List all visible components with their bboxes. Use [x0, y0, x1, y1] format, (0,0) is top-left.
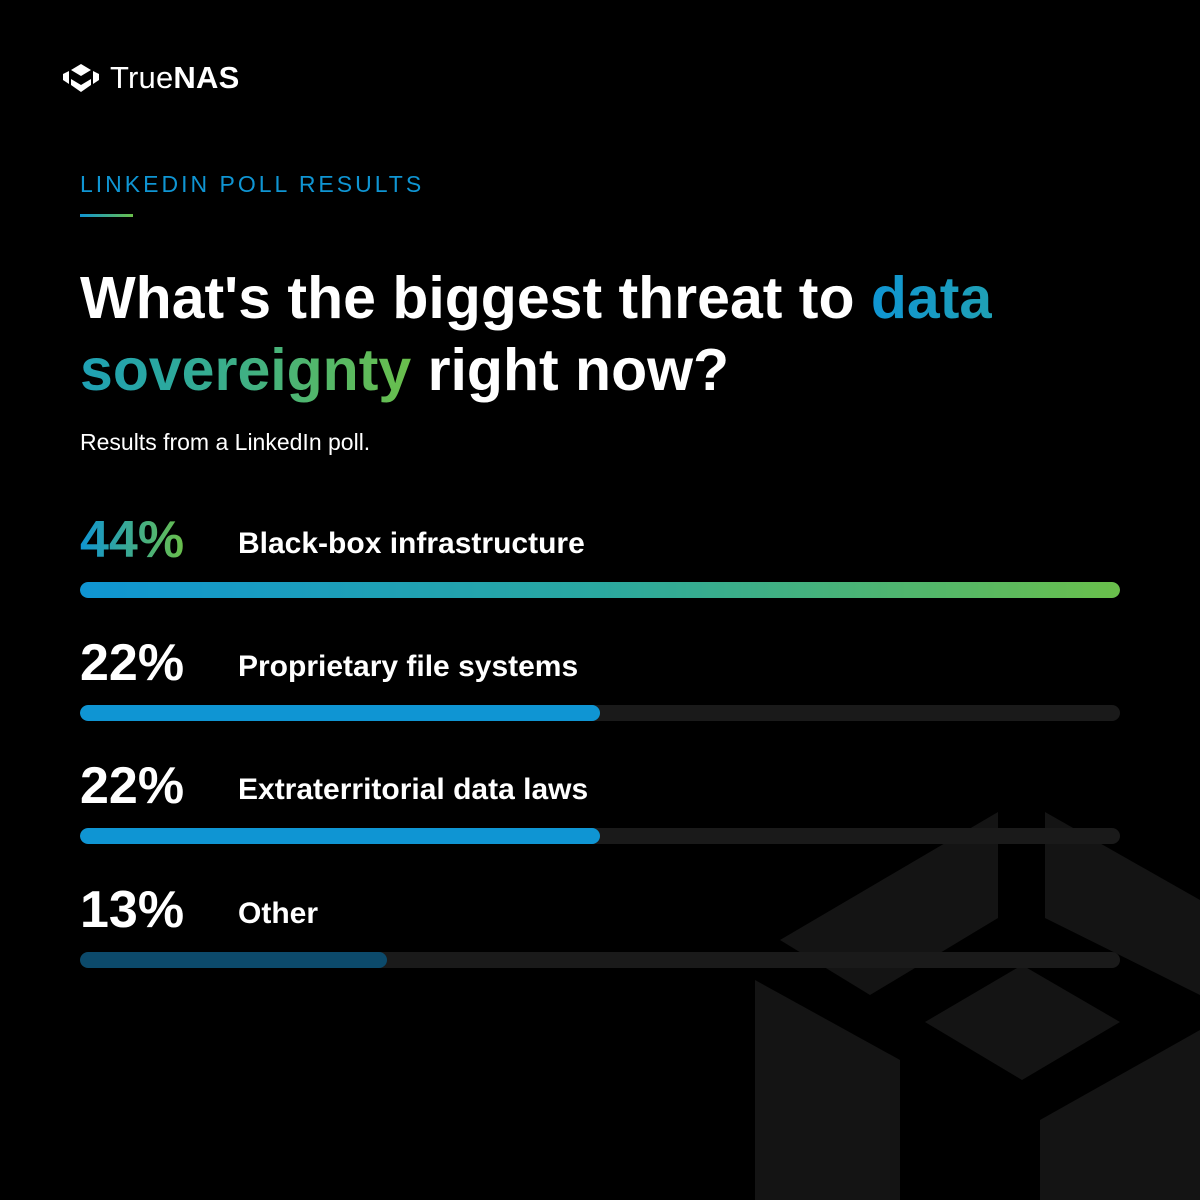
poll-bar-track [80, 582, 1120, 598]
poll-bar-fill [80, 828, 600, 844]
poll-question: What's the biggest threat to data sovere… [80, 262, 1140, 406]
truenas-logo: TrueNAS [62, 60, 239, 96]
brand-name-part1: True [110, 60, 174, 95]
poll-question-start: What's the biggest threat to [80, 265, 871, 331]
poll-bar-fill [80, 705, 600, 721]
poll-question-end: right now? [411, 337, 730, 403]
poll-question-highlight: data sovereignty [80, 265, 993, 403]
poll-bar-track [80, 952, 1120, 968]
poll-bar-track [80, 828, 1120, 844]
poll-bar-track [80, 705, 1120, 721]
poll-option-label: Other [238, 897, 319, 930]
poll-bar-fill [80, 952, 387, 968]
eyebrow-label: LINKEDIN POLL RESULTS [80, 171, 425, 197]
eyebrow-divider [80, 214, 133, 217]
poll-option-row: 13% Other [80, 882, 1120, 982]
poll-option-percent: 13% [80, 881, 185, 939]
poll-option-row: 44% Black-box infrastructure [80, 512, 1120, 612]
poll-option-percent: 22% [80, 634, 185, 692]
poll-option-label: Proprietary file systems [238, 650, 579, 683]
truenas-logo-icon [63, 64, 99, 92]
poll-bar-fill [80, 582, 1120, 598]
poll-option-row: 22% Extraterritorial data laws [80, 758, 1120, 858]
subtitle: Results from a LinkedIn poll. [80, 429, 371, 455]
poll-option-label: Black-box infrastructure [238, 527, 585, 560]
poll-option-percent: 44% [80, 511, 185, 569]
brand-name: TrueNAS [110, 60, 239, 96]
brand-name-part2: NAS [173, 60, 240, 95]
poll-option-percent: 22% [80, 757, 185, 815]
background-cube-mark [755, 812, 1200, 1200]
poll-option-label: Extraterritorial data laws [238, 773, 589, 806]
poll-option-row: 22% Proprietary file systems [80, 635, 1120, 735]
